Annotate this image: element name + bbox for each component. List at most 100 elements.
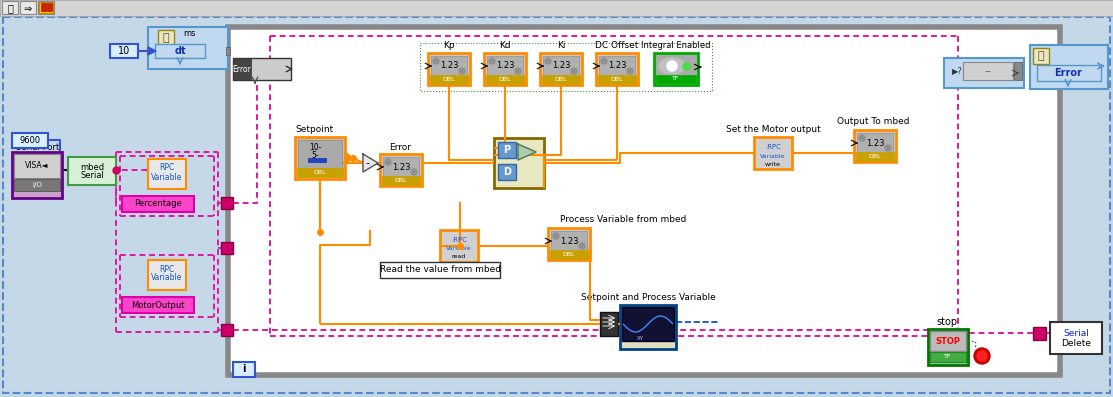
Text: Error: Error <box>390 143 411 152</box>
Bar <box>856 152 894 161</box>
Text: DBL: DBL <box>395 178 407 183</box>
Bar <box>148 260 186 290</box>
Bar <box>20 1 36 14</box>
Text: P: P <box>503 145 511 155</box>
Text: XY: XY <box>637 335 643 341</box>
Text: write: write <box>765 162 781 166</box>
Text: 9600: 9600 <box>19 136 40 145</box>
Bar <box>233 58 290 80</box>
Text: 1.23: 1.23 <box>608 62 627 71</box>
Text: i: i <box>243 364 246 374</box>
Polygon shape <box>345 152 353 164</box>
Bar <box>110 44 138 58</box>
Text: .RPC: .RPC <box>451 237 467 243</box>
Ellipse shape <box>667 61 677 71</box>
Text: 1.23: 1.23 <box>552 62 570 71</box>
Bar <box>543 56 579 76</box>
Text: ⏱: ⏱ <box>162 33 169 43</box>
Text: ⏱: ⏱ <box>1037 51 1044 61</box>
Text: Process Variable from mbed: Process Variable from mbed <box>560 216 687 224</box>
Ellipse shape <box>659 58 684 74</box>
Bar <box>598 75 636 84</box>
Bar <box>1050 322 1102 354</box>
Circle shape <box>974 348 989 364</box>
Text: stop: stop <box>936 317 957 327</box>
Text: Variable: Variable <box>760 154 786 158</box>
Text: Percentage: Percentage <box>135 200 181 208</box>
Text: DC Offset: DC Offset <box>595 42 639 50</box>
Text: DBL: DBL <box>314 170 326 175</box>
Text: 1.23: 1.23 <box>560 237 579 245</box>
Bar <box>963 62 1013 80</box>
Text: DBL: DBL <box>563 252 575 257</box>
Text: DBL: DBL <box>611 77 623 82</box>
Bar <box>1014 62 1022 80</box>
Text: 1.23: 1.23 <box>866 139 884 148</box>
Bar <box>498 142 516 158</box>
Circle shape <box>411 169 417 175</box>
Bar <box>0 0 1113 16</box>
Text: Setpoint: Setpoint <box>296 125 334 135</box>
Bar <box>382 176 420 185</box>
Bar <box>1037 65 1101 81</box>
Text: 5-: 5- <box>312 152 318 160</box>
Text: STOP: STOP <box>936 337 961 345</box>
Text: Serial: Serial <box>1063 328 1089 337</box>
Text: Variable: Variable <box>446 247 472 252</box>
Bar <box>41 3 46 11</box>
Bar <box>148 159 186 189</box>
Bar <box>620 305 676 349</box>
Bar <box>498 164 516 180</box>
Bar <box>158 30 174 45</box>
Bar <box>600 312 618 336</box>
Text: MotorOutput: MotorOutput <box>131 301 185 310</box>
Bar <box>68 157 116 185</box>
Bar <box>595 53 638 85</box>
Circle shape <box>977 351 987 361</box>
Bar <box>298 140 342 168</box>
Text: 1.23: 1.23 <box>495 62 514 71</box>
Text: Delete: Delete <box>1061 339 1091 347</box>
Circle shape <box>601 58 607 64</box>
Bar <box>542 75 580 84</box>
Text: RPC: RPC <box>159 164 175 173</box>
Text: dt: dt <box>175 46 186 56</box>
Text: Kp: Kp <box>443 42 455 50</box>
Bar <box>228 27 1060 375</box>
Text: 10: 10 <box>118 46 130 56</box>
Text: TF: TF <box>672 77 680 81</box>
Bar <box>295 137 345 179</box>
Bar <box>484 53 526 85</box>
Text: Error: Error <box>233 64 252 73</box>
Text: Integral Enabled: Integral Enabled <box>641 42 711 50</box>
Bar <box>155 44 205 58</box>
Bar <box>487 56 523 76</box>
Bar <box>383 157 418 177</box>
Bar <box>297 168 343 177</box>
Bar <box>14 179 60 191</box>
Circle shape <box>553 233 559 239</box>
Text: Serial Port: Serial Port <box>17 143 60 152</box>
Bar <box>930 352 966 362</box>
Bar <box>39 2 53 13</box>
Bar <box>226 47 230 55</box>
Text: -: - <box>365 158 370 168</box>
Bar <box>308 158 326 162</box>
Text: ⇒: ⇒ <box>24 4 32 13</box>
Circle shape <box>885 145 892 151</box>
Bar <box>944 58 1024 88</box>
Bar <box>656 75 696 83</box>
Text: Output To mbed: Output To mbed <box>837 118 909 127</box>
Circle shape <box>385 159 391 165</box>
Bar <box>857 133 893 153</box>
Bar <box>12 152 62 198</box>
Bar <box>486 75 524 84</box>
Bar <box>221 242 233 254</box>
Polygon shape <box>148 47 156 55</box>
Text: D: D <box>503 167 511 177</box>
Bar <box>551 231 587 251</box>
Bar <box>233 58 252 80</box>
Bar <box>1030 45 1109 89</box>
Text: Setpoint and Process Variable: Setpoint and Process Variable <box>581 293 716 301</box>
Bar <box>494 138 544 188</box>
